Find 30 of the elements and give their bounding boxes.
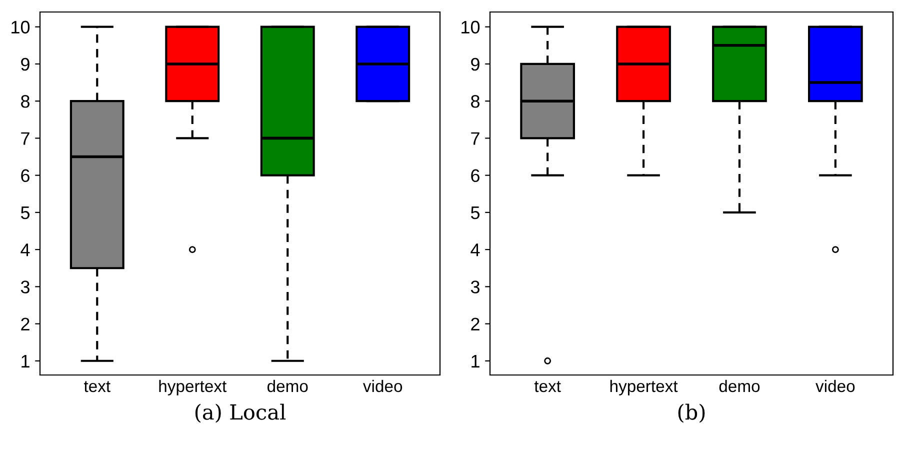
y-tick-label: 7 (471, 132, 480, 145)
y-tick-label: 5 (470, 206, 480, 220)
y-tick-label: 2 (471, 318, 480, 330)
y-tick-label: 4 (470, 244, 480, 256)
x-axis-title: (a) Local (195, 404, 286, 423)
y-tick-label: 2 (21, 318, 30, 330)
y-tick-label: 5 (20, 206, 30, 220)
x-tick-label: video (816, 380, 855, 392)
x-axis-title: (b) (678, 404, 705, 423)
y-tick-label: 9 (471, 58, 480, 71)
y-tick-label: 8 (471, 95, 480, 108)
x-tick-label: video (362, 380, 402, 392)
x-tick-label: hypertext (610, 380, 678, 396)
y-tick-label: 3 (470, 280, 480, 294)
y-tick-label: 9 (21, 58, 30, 71)
y-tick-label: 1 (472, 355, 480, 368)
y-tick-label: 6 (471, 169, 480, 182)
y-tick-label: 6 (21, 169, 30, 182)
x-tick-label: demo (719, 380, 760, 392)
y-tick-label: 10 (12, 20, 30, 34)
x-tick-label: demo (267, 380, 308, 392)
x-tick-label: hypertext (159, 380, 227, 396)
x-tick-label: text (84, 381, 110, 392)
y-tick-label: 1 (22, 355, 30, 368)
y-tick-label: 4 (20, 244, 30, 256)
y-tick-label: 10 (462, 20, 480, 34)
y-tick-label: 8 (21, 95, 30, 108)
y-tick-label: 3 (20, 280, 30, 294)
y-tick-label: 7 (21, 132, 30, 145)
x-tick-label: text (534, 381, 561, 392)
